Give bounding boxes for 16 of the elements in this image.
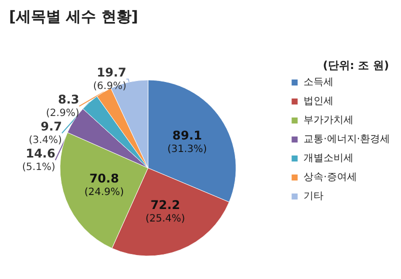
data-label: 9.7 (3.4%)	[28, 120, 62, 146]
data-label: 8.3 (2.9%)	[46, 92, 80, 120]
legend-label: 법인세	[304, 96, 334, 107]
data-label: 14.6 (5.1%)	[22, 146, 56, 174]
chart-title: [세목별 세수 현황]	[9, 8, 138, 26]
legend-label: 기타	[304, 191, 324, 202]
legend-label: 소득세	[304, 77, 334, 88]
legend-label: 개별소비세	[304, 153, 354, 164]
data-label: 19.7 (6.9%)	[93, 66, 126, 92]
legend-label: 교통·에너지·환경세	[304, 134, 390, 145]
text: (단위: 조 원)	[322, 59, 390, 72]
data-label: 70.8 (24.9%)	[84, 171, 124, 198]
legend-label: 상속·증여세	[304, 172, 357, 183]
data-label: 89.1 (31.3%)	[167, 128, 208, 155]
data-label: 72.2 (25.4%)	[145, 198, 186, 225]
legend-label: 부가가치세	[304, 115, 354, 126]
